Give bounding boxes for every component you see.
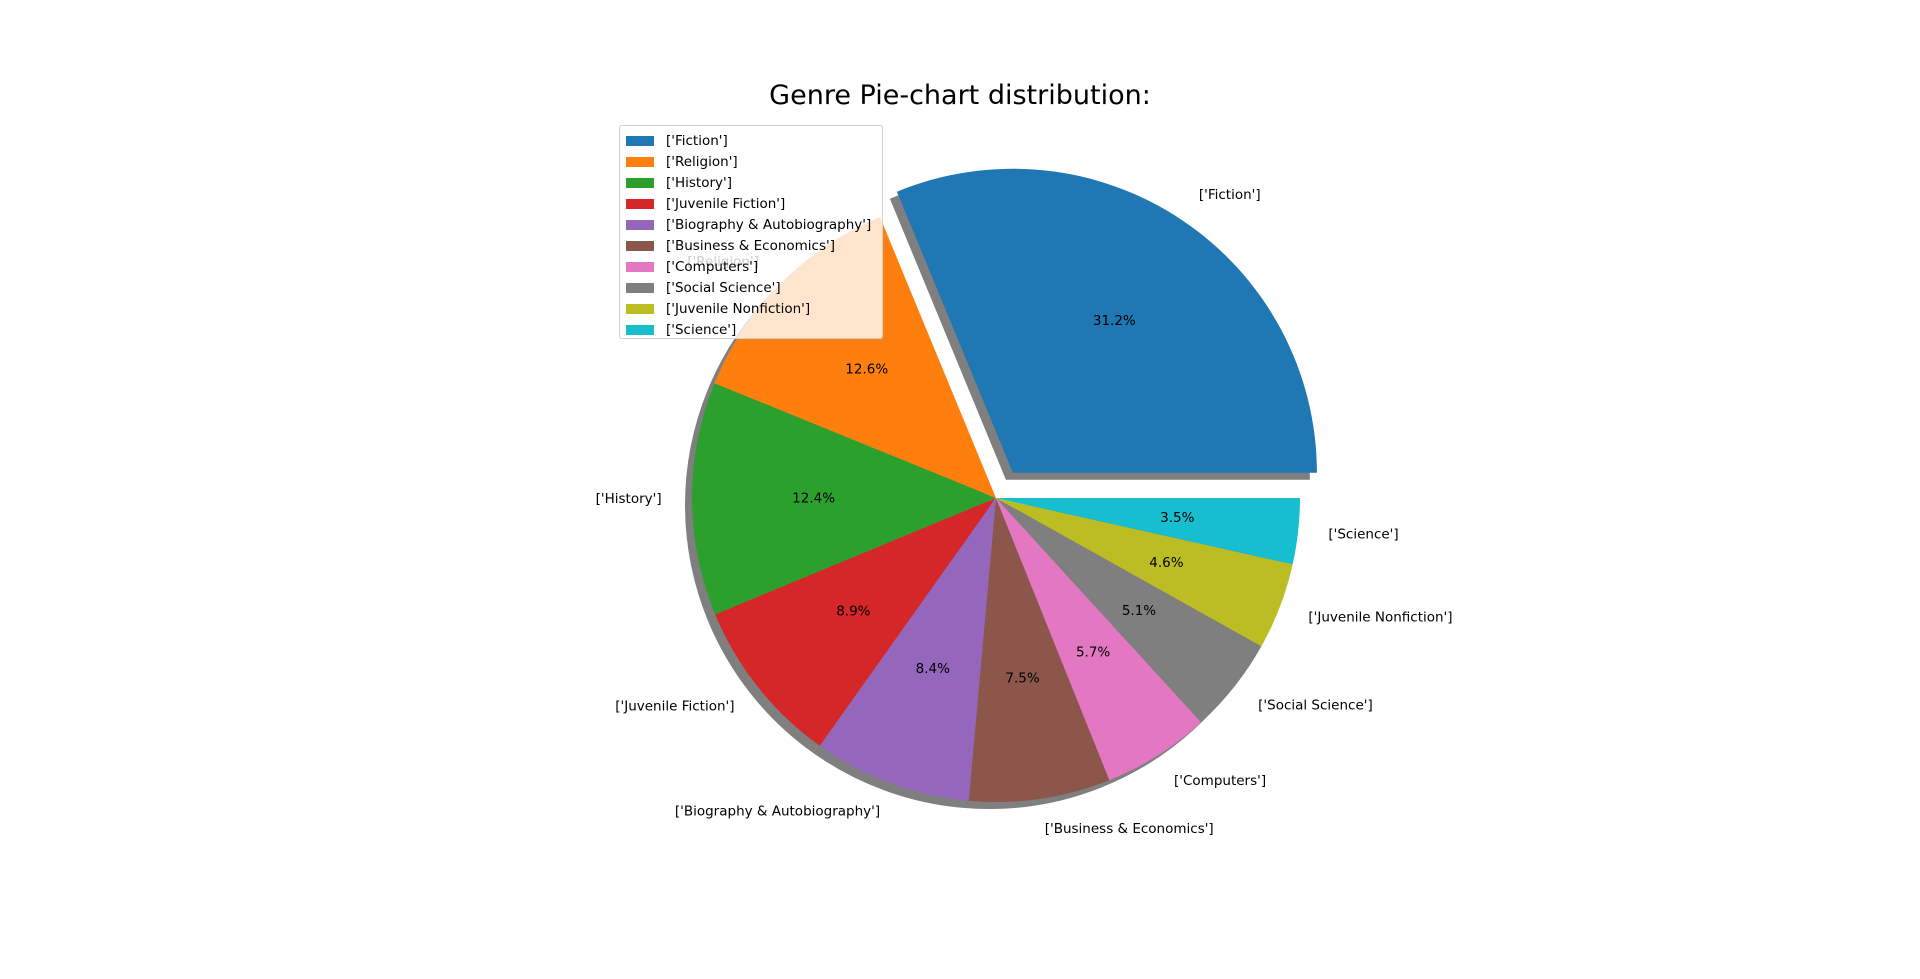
- legend-item-juvenile-nonfiction: ['Juvenile Nonfiction']: [620, 298, 882, 319]
- pie-percent-label-juvenile-nonfiction: 4.6%: [1149, 555, 1183, 571]
- legend-item-juvenile-fiction: ['Juvenile Fiction']: [620, 193, 882, 214]
- pie-category-label-computers: ['Computers']: [1174, 773, 1266, 789]
- pie-slice-fiction: [896, 168, 1317, 473]
- legend-label: ['Juvenile Fiction']: [666, 195, 786, 212]
- pie-slice-science: [996, 498, 1300, 565]
- legend-item-fiction: ['Fiction']: [620, 130, 882, 151]
- pie-category-label-juvenile-nonfiction: ['Juvenile Nonfiction']: [1308, 609, 1452, 625]
- pie-percent-label-business-economics: 7.5%: [1005, 670, 1039, 686]
- pie-percent-label-juvenile-fiction: 8.9%: [836, 604, 870, 620]
- legend-swatch: [626, 282, 654, 293]
- legend-label: ['Biography & Autobiography']: [666, 216, 872, 233]
- legend-label: ['History']: [666, 174, 732, 191]
- pie-category-label-history: ['History']: [596, 491, 662, 507]
- legend-label: ['Juvenile Nonfiction']: [666, 300, 811, 317]
- pie-category-label-social-science: ['Social Science']: [1258, 698, 1373, 714]
- pie-percent-label-biography-autobiography: 8.4%: [916, 661, 950, 677]
- pie-slice-biography-autobiography: [819, 498, 996, 801]
- pie-percent-label-history: 12.4%: [792, 491, 835, 507]
- chart-title: Genre Pie-chart distribution:: [769, 80, 1151, 111]
- legend-swatch: [626, 303, 654, 314]
- legend-item-computers: ['Computers']: [620, 256, 882, 277]
- pie-slice-juvenile-nonfiction: [996, 498, 1293, 647]
- legend-label: ['Social Science']: [666, 279, 781, 296]
- pie-percent-label-fiction: 31.2%: [1093, 313, 1136, 329]
- legend-label: ['Science']: [666, 321, 737, 338]
- legend-item-social-science: ['Social Science']: [620, 277, 882, 298]
- pie-percent-label-social-science: 5.1%: [1122, 603, 1156, 619]
- pie-category-label-fiction: ['Fiction']: [1199, 187, 1261, 203]
- legend-label: ['Business & Economics']: [666, 237, 835, 254]
- pie-category-label-business-economics: ['Business & Economics']: [1045, 821, 1214, 837]
- legend-swatch: [626, 324, 654, 335]
- legend-swatch: [626, 177, 654, 188]
- legend-swatch: [626, 219, 654, 230]
- legend-item-science: ['Science']: [620, 319, 882, 340]
- legend-label: ['Religion']: [666, 153, 738, 170]
- legend-item-history: ['History']: [620, 172, 882, 193]
- legend-item-business-economics: ['Business & Economics']: [620, 235, 882, 256]
- pie-slice-history: [692, 383, 996, 615]
- pie-slice-business-economics: [968, 498, 1110, 802]
- pie-slice-juvenile-fiction: [715, 498, 996, 746]
- legend-swatch: [626, 156, 654, 167]
- legend-label: ['Fiction']: [666, 132, 728, 149]
- legend-label: ['Computers']: [666, 258, 759, 275]
- legend: ['Fiction'] ['Religion'] ['History'] ['Juve…: [619, 125, 883, 339]
- legend-swatch: [626, 198, 654, 209]
- pie-percent-label-science: 3.5%: [1160, 510, 1194, 526]
- legend-swatch: [626, 135, 654, 146]
- legend-item-biography-autobiography: ['Biography & Autobiography']: [620, 214, 882, 235]
- pie-category-label-juvenile-fiction: ['Juvenile Fiction']: [615, 698, 734, 714]
- legend-swatch: [626, 261, 654, 272]
- pie-percent-label-religion: 12.6%: [845, 361, 888, 377]
- pie-percent-label-computers: 5.7%: [1076, 644, 1110, 660]
- pie-category-label-biography-autobiography: ['Biography & Autobiography']: [675, 804, 880, 820]
- pie-category-label-science: ['Science']: [1328, 527, 1398, 543]
- pie-slice-computers: [996, 498, 1202, 781]
- legend-swatch: [626, 240, 654, 251]
- pie-slice-social-science: [996, 498, 1262, 723]
- legend-item-religion: ['Religion']: [620, 151, 882, 172]
